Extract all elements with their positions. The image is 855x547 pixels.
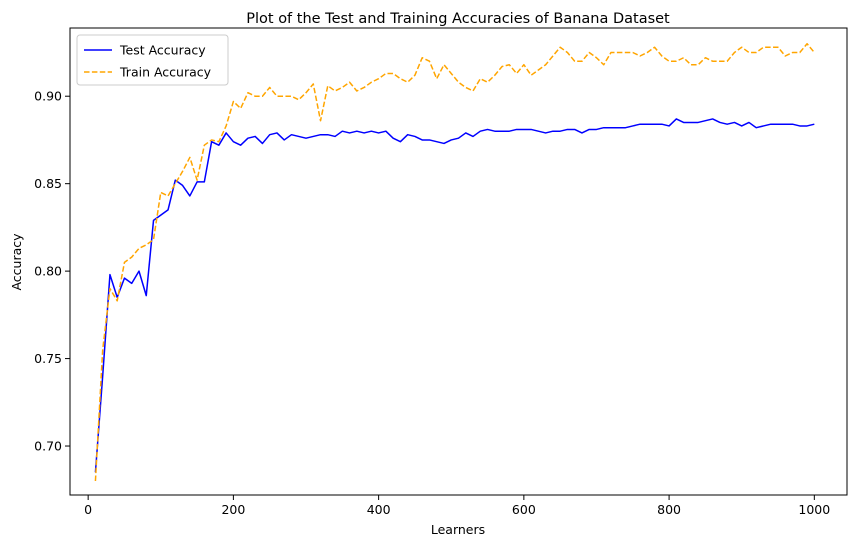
- y-tick-label: 0.85: [34, 176, 62, 191]
- y-tick-label: 0.70: [34, 439, 62, 454]
- legend-label-train: Train Accuracy: [119, 65, 212, 80]
- x-tick-label: 0: [84, 502, 92, 517]
- y-tick-label: 0.80: [34, 264, 62, 279]
- x-axis: 0 200 400 600 800 1000: [84, 495, 830, 517]
- y-tick-label: 0.75: [34, 351, 62, 366]
- x-tick-label: 400: [367, 502, 391, 517]
- plot-frame: [69, 27, 848, 496]
- series-line-test: [94, 118, 815, 473]
- x-axis-label: Learners: [431, 522, 485, 537]
- x-tick-label: 600: [512, 502, 536, 517]
- plot-area: [94, 42, 815, 482]
- y-tick-label: 0.90: [34, 89, 62, 104]
- x-tick-label: 800: [657, 502, 681, 517]
- legend: Test Accuracy Train Accuracy: [76, 34, 229, 86]
- x-tick-label: 1000: [798, 502, 830, 517]
- series-points-train: [95, 44, 814, 481]
- chart-title: Plot of the Test and Training Accuracies…: [246, 11, 670, 27]
- series-line-train: [94, 42, 815, 482]
- legend-box: [76, 34, 229, 86]
- y-axis: 0.70 0.75 0.80 0.85 0.90: [34, 89, 70, 454]
- x-tick-label: 200: [221, 502, 245, 517]
- y-axis-label: Accuracy: [9, 233, 24, 291]
- series-points-test: [95, 119, 814, 472]
- legend-label-test: Test Accuracy: [119, 43, 206, 58]
